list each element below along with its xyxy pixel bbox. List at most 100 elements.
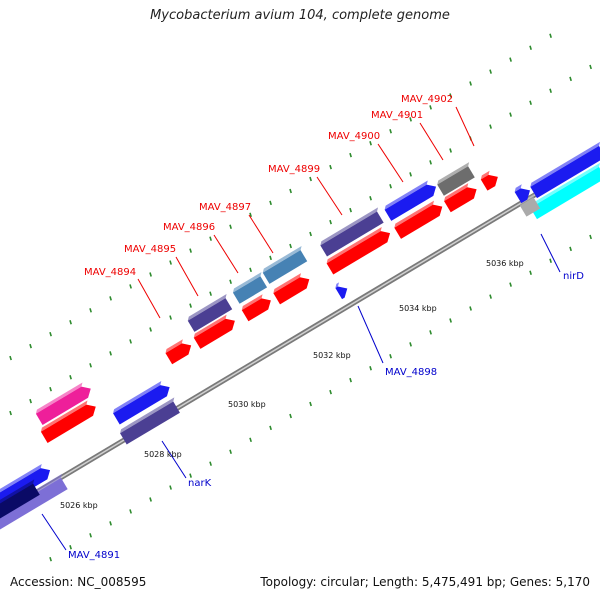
scale-tick [169,260,172,265]
scale-tick [449,148,452,153]
scale-tick [109,351,112,356]
scale-tick [229,449,232,454]
scale-tick [489,69,492,74]
scale-tick [509,282,512,287]
scale-tick [89,533,92,538]
scale-tick [409,172,412,177]
scale-label-5026: 5026 kbp [60,501,98,510]
scale-tick [369,365,372,371]
scale-tick [389,129,392,134]
scale-tick [209,461,212,466]
scale-tick [149,497,152,502]
scale-tick [289,243,292,249]
gene-arrow [530,162,600,220]
scale-tick [429,330,432,335]
scale-tick [349,152,352,158]
gene-arrow [335,282,348,300]
gene-label-mav4899: MAV_4899 [268,164,320,175]
scale-label-5036: 5036 kbp [486,259,524,268]
topology-summary-text: Topology: circular; Length: 5,475,491 bp… [260,575,590,589]
gene-arrow [232,272,268,304]
leader-line [455,106,475,147]
scale-tick [489,294,492,299]
scale-tick [129,284,132,289]
scale-tick [549,258,552,264]
scale-tick [269,425,272,431]
scale-tick [449,318,452,323]
scale-tick [49,556,52,562]
gene-label-mav4897: MAV_4897 [199,202,251,213]
leader-line [248,214,274,254]
scale-tick [69,320,72,325]
scale-tick [509,112,512,117]
scale-tick [9,410,12,416]
scale-tick [589,234,592,240]
gene-label-mav4895: MAV_4895 [124,244,176,255]
scale-tick [29,398,32,404]
scale-tick [449,93,452,98]
scale-tick [549,88,552,94]
gene-arrow [262,246,308,284]
gene-label-mav4896: MAV_4896 [163,222,215,233]
scale-tick [49,386,52,392]
accession-text: Accession: NC_008595 [10,575,147,589]
gene-features [0,141,600,531]
leader-line [175,256,199,297]
scale-tick [189,473,192,478]
scale-tick [189,303,192,308]
scale-tick [489,124,492,129]
scale-tick [469,306,472,311]
scale-tick [209,291,212,296]
scale-tick [149,327,152,332]
gene-arrow [444,183,477,213]
scale-label-5030: 5030 kbp [228,400,266,409]
scale-tick [529,45,532,50]
scale-tick [49,331,52,337]
gene-arrow [120,397,180,445]
gene-label-mav4898: MAV_4898 [385,367,437,378]
leader-line [213,234,239,274]
gene-arrow [273,273,310,305]
scale-tick [509,57,512,62]
leader-line [137,278,161,319]
gene-arrow [530,141,600,199]
scale-tick [349,377,352,383]
leader-line [41,513,67,551]
scale-tick [129,339,132,344]
scale-tick [249,437,252,443]
genome-title: Mycobacterium avium 104, complete genome [150,8,450,23]
scale-tick [409,342,412,347]
scale-tick [549,33,552,39]
scale-tick [369,195,372,201]
gene-arrow [35,382,91,425]
backbone [0,153,600,517]
scale-tick [369,140,372,146]
scale-tick [229,224,232,229]
scale-tick [529,100,532,105]
leader-line [377,143,404,183]
gene-arrow [113,381,170,425]
gene-arrow [326,226,391,275]
scale-tick [429,105,432,110]
scale-tick [69,545,72,550]
scale-tick [149,272,152,277]
leader-line [357,305,384,364]
scale-tick [89,308,92,313]
scale-tick [309,231,312,237]
gene-arrow [0,479,40,521]
scale-tick [169,315,172,320]
gene-arrow [187,294,233,332]
gene-label-nark: narK [188,478,212,489]
gene-arrow [165,339,192,365]
scale-tick [289,188,292,194]
scale-tick [349,207,352,213]
gene-label-mav4891: MAV_4891 [68,550,120,561]
leader-line [540,233,561,273]
scale-tick [129,509,132,514]
scale-tick [309,401,312,407]
gene-arrow [241,294,271,322]
scale-tick [309,176,312,182]
gene-arrow [480,170,498,191]
scale-tick [269,200,272,206]
